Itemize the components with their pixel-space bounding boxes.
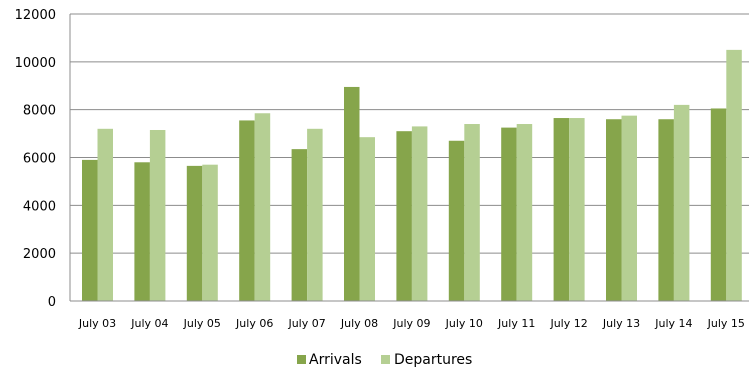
bar-departures-july-12: [569, 118, 585, 301]
x-tick-label: July 07: [287, 317, 325, 330]
bar-departures-july-07: [307, 128, 323, 301]
bar-departures-july-05: [202, 164, 218, 301]
x-tick-label: July 04: [130, 317, 168, 330]
bar-arrivals-july-13: [606, 119, 622, 301]
x-tick-label: July 11: [497, 317, 535, 330]
x-tick-label: July 05: [183, 317, 221, 330]
legend: Arrivals Departures: [297, 352, 472, 368]
legend-label: Arrivals: [309, 352, 362, 368]
y-tick-label: 8000: [23, 104, 56, 119]
bar-arrivals-july-08: [344, 86, 360, 301]
legend-swatch: [297, 355, 306, 364]
bar-departures-july-08: [359, 137, 375, 301]
x-tick-label: July 08: [340, 317, 378, 330]
y-tick-label: 0: [48, 295, 56, 310]
bar-departures-july-09: [411, 126, 428, 302]
bar-departures-july-14: [673, 104, 690, 301]
bars: [82, 49, 742, 302]
legend-item-arrivals: Arrivals: [297, 352, 362, 368]
bar-departures-july-11: [516, 124, 533, 302]
y-tick-labels: 0 2000 4000 6000 8000 10000 12000: [15, 8, 56, 310]
x-tick-label: July 10: [445, 317, 483, 330]
axes: [69, 14, 749, 302]
y-tick-label: 12000: [15, 8, 56, 23]
bar-departures-july-04: [149, 129, 166, 301]
y-tick-label: 4000: [23, 199, 56, 214]
bar-arrivals-july-09: [396, 131, 412, 301]
legend-swatch: [381, 355, 390, 364]
bar-departures-july-06: [254, 113, 271, 301]
bar-arrivals-july-05: [186, 165, 203, 301]
bar-arrivals-july-15: [710, 108, 727, 302]
bar-arrivals-july-03: [82, 159, 98, 301]
bar-departures-july-03: [97, 128, 113, 301]
bar-arrivals-july-07: [291, 149, 308, 301]
y-tick-label: 10000: [15, 56, 56, 71]
bar-arrivals-july-12: [553, 118, 570, 301]
bar-arrivals-july-04: [134, 162, 150, 301]
bar-departures-july-15: [726, 49, 742, 301]
x-tick-label: July 14: [654, 317, 692, 330]
x-tick-label: July 03: [78, 317, 116, 330]
x-tick-label: July 13: [602, 317, 640, 330]
x-tick-label: July 06: [235, 317, 273, 330]
bar-arrivals-july-11: [501, 127, 517, 302]
bar-departures-july-13: [621, 115, 637, 301]
bar-departures-july-10: [464, 124, 480, 302]
y-tick-label: 2000: [23, 247, 56, 262]
x-tick-label: July 15: [707, 317, 745, 330]
bar-arrivals-july-10: [448, 140, 465, 301]
x-tick-labels: July 03 July 04 July 05 July 06 July 07 July …: [78, 317, 745, 330]
legend-item-departures: Departures: [381, 352, 472, 368]
x-tick-label: July 12: [549, 317, 587, 330]
x-tick-label: July 09: [392, 317, 430, 330]
bar-arrivals-july-14: [658, 119, 674, 301]
y-tick-label: 6000: [23, 152, 56, 167]
bar-arrivals-july-06: [239, 120, 255, 301]
legend-label: Departures: [394, 352, 472, 368]
